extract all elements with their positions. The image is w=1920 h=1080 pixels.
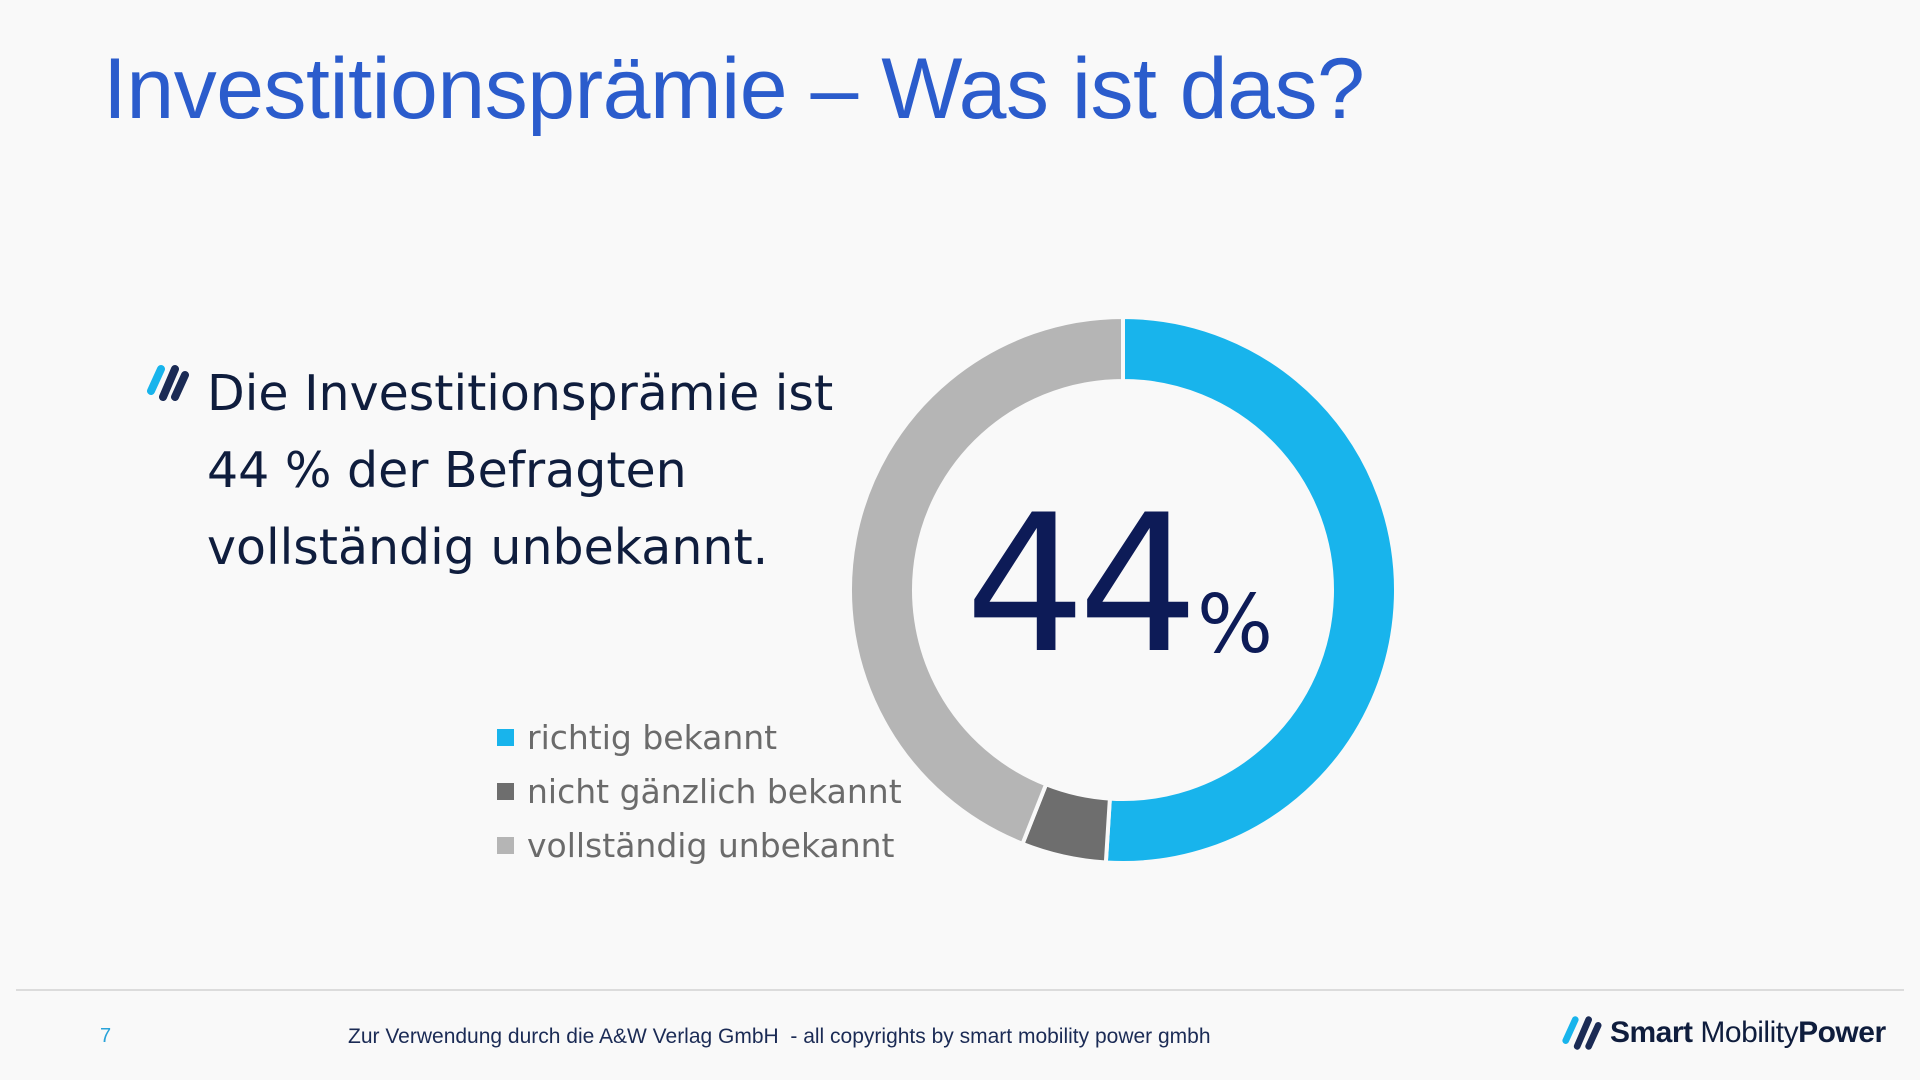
company-logo: Smart MobilityPower (1560, 1010, 1886, 1056)
logo-word-mobility: Mobility (1700, 1016, 1799, 1049)
center-value: 44 (965, 474, 1199, 695)
legend-label: richtig bekannt (527, 717, 778, 757)
donut-chart (848, 314, 1398, 865)
chart-legend: richtig bekannt nicht gänzlich bekannt vol… (497, 710, 902, 872)
legend-swatch (497, 836, 514, 854)
bullet-line: 44 % der Befragten (207, 442, 687, 499)
double-slash-logo-icon (1562, 1016, 1602, 1050)
logo-wordmark: Smart MobilityPower (1610, 1016, 1886, 1050)
donut-slice-richtig-bekannt (1103, 314, 1398, 865)
legend-swatch (497, 728, 514, 746)
bullet-text: Die Investitionsprämie ist 44 % der Befr… (207, 355, 833, 586)
donut-slice-vollständig-unbekannt (848, 314, 1125, 847)
legend-item: vollständig unbekannt (497, 818, 902, 872)
bullet-line: vollständig unbekannt. (207, 519, 769, 576)
legend-item: richtig bekannt (497, 710, 902, 764)
logo-word-power: Power (1798, 1016, 1886, 1049)
legend-label: vollständig unbekannt (527, 825, 895, 865)
legend-label: nicht gänzlich bekannt (527, 771, 902, 811)
copyright-notice: Zur Verwendung durch die A&W Verlag GmbH… (348, 1025, 1211, 1048)
page-number: 7 (100, 1025, 112, 1047)
center-value-unit: % (1197, 578, 1274, 671)
footer-divider (16, 989, 1904, 991)
double-slash-bullet-icon (147, 365, 189, 401)
legend-item: nicht gänzlich bekannt (497, 764, 902, 818)
legend-swatch (497, 782, 514, 800)
slide-title: Investitionsprämie – Was ist das? (103, 41, 1365, 137)
logo-word-smart: Smart (1610, 1016, 1693, 1049)
bullet-line: Die Investitionsprämie ist (207, 365, 834, 422)
